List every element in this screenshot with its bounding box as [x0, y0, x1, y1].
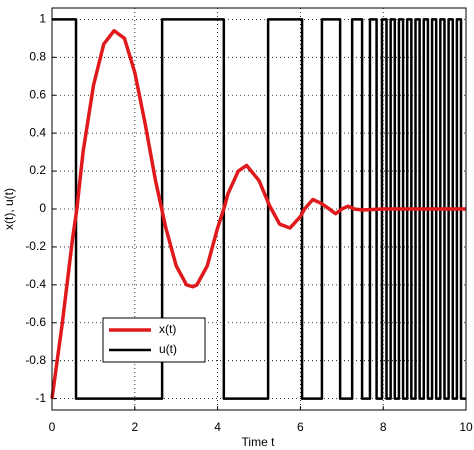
x-tick-label: 6: [297, 420, 304, 434]
y-tick-label: 0.6: [29, 87, 46, 101]
series-line: [50, 29, 466, 399]
y-tick-label: -0.2: [25, 239, 46, 253]
y-tick-label: 1: [39, 12, 46, 26]
y-tick-label: 0.8: [29, 49, 46, 63]
x-tick-label: 10: [459, 420, 473, 434]
y-tick-label: -1: [35, 391, 46, 405]
x-tick-label: 0: [49, 420, 56, 434]
x-tick-label: 2: [131, 420, 138, 434]
legend-box: [102, 317, 206, 363]
legend: x(t) u(t): [102, 317, 206, 363]
y-tick-label: 0: [39, 201, 46, 215]
x-tick-label: 8: [380, 420, 387, 434]
y-tick-label: 0.2: [29, 163, 46, 177]
legend-label: u(t): [159, 342, 177, 356]
y-tick-label: -0.8: [25, 353, 46, 367]
x-tick-label: 4: [214, 420, 221, 434]
x-axis-label: Time t: [242, 435, 276, 449]
legend-label: x(t): [159, 322, 176, 336]
y-axis-label: x(t), u(t): [2, 188, 16, 230]
axes-box: [51, 7, 467, 411]
y-tick-label: -0.4: [25, 277, 46, 291]
y-tick-label: 0.4: [29, 125, 46, 139]
y-tick-label: -0.6: [25, 315, 46, 329]
